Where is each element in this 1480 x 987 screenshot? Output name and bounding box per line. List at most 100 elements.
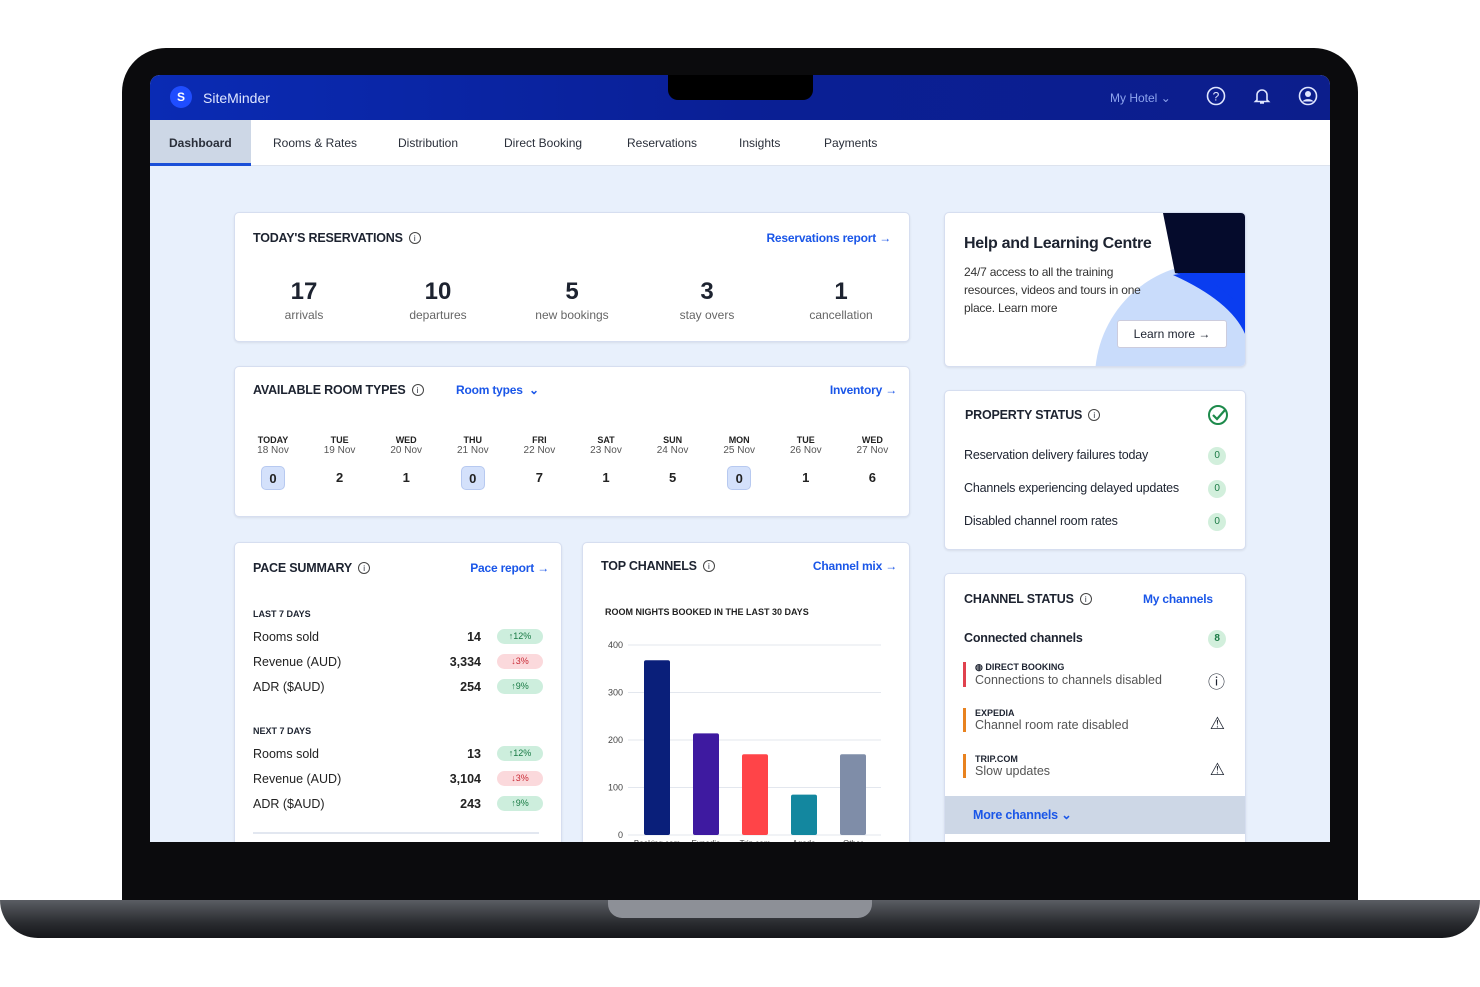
bar-expedia[interactable] xyxy=(693,733,719,835)
arrow-right-icon: → xyxy=(1198,327,1211,341)
user-icon[interactable] xyxy=(1297,86,1319,108)
tab-rooms-rates[interactable]: Rooms & Rates xyxy=(273,136,358,150)
tab-payments[interactable]: Payments xyxy=(824,136,878,150)
available-count[interactable]: 1 xyxy=(602,470,610,485)
info-icon[interactable]: i xyxy=(702,560,715,572)
day-date: 21 Nov xyxy=(456,445,489,456)
day-date: 26 Nov xyxy=(789,445,822,456)
change-value: 12% xyxy=(513,631,532,641)
change-value: 3% xyxy=(515,656,529,666)
stat-label: cancellation xyxy=(809,308,873,322)
day-name: TODAY xyxy=(257,435,289,445)
channel-name-row: ◍ DIRECT BOOKING xyxy=(975,662,1225,673)
top-channels-card: TOP CHANNELS i Channel mix → ROOM NIGHTS … xyxy=(582,542,910,842)
laptop-hinge xyxy=(608,900,872,918)
room-types-dropdown[interactable]: Room types ⌄ xyxy=(456,383,539,397)
day-column: THU 21 Nov 0 xyxy=(448,435,498,490)
available-count[interactable]: 6 xyxy=(868,470,876,485)
card-title: PACE SUMMARY i xyxy=(253,561,370,575)
hotel-name: My Hotel xyxy=(1110,91,1158,105)
help-title: Help and Learning Centre xyxy=(964,235,1152,252)
change-badge: ↓3% xyxy=(497,654,543,669)
warning-icon: ⚠ xyxy=(1209,760,1225,779)
bar-agoda[interactable] xyxy=(791,794,817,835)
x-tick-label: Other xyxy=(843,839,863,842)
available-count[interactable]: 7 xyxy=(535,470,543,485)
learn-more-button[interactable]: Learn more → xyxy=(1117,320,1227,348)
chevron-down-icon: ⌄ xyxy=(1160,91,1171,105)
bar-other[interactable] xyxy=(840,754,866,835)
bar-bookingcom[interactable] xyxy=(644,660,670,835)
y-tick-label: 300 xyxy=(608,688,623,698)
metric-value: 254 xyxy=(460,680,481,694)
channel-name-row: EXPEDIA xyxy=(975,708,1225,718)
metric-label: ADR ($AUD) xyxy=(253,797,325,811)
day-name: TUE xyxy=(330,435,349,445)
property-status-card: PROPERTY STATUS i Reservation delivery fa… xyxy=(944,390,1246,550)
channel-name: DIRECT BOOKING xyxy=(985,662,1065,672)
tab-reservations[interactable]: Reservations xyxy=(627,136,698,150)
my-channels-link[interactable]: My channels xyxy=(1143,592,1213,606)
available-count[interactable]: 5 xyxy=(668,470,677,485)
day-column: MON 25 Nov 0 xyxy=(714,435,764,490)
channel-status-item[interactable]: EXPEDIA Channel room rate disabled ⚠ xyxy=(963,708,1225,733)
tab-distribution[interactable]: Distribution xyxy=(398,136,459,150)
stat-label: arrivals xyxy=(284,308,324,322)
row-label: Reservation delivery failures today xyxy=(964,448,1149,462)
day-column: TUE 19 Nov 2 xyxy=(315,435,365,490)
info-icon[interactable]: i xyxy=(1079,593,1092,605)
y-tick-label: 400 xyxy=(608,640,623,650)
chevron-down-icon: ⌄ xyxy=(528,383,539,397)
brand-name: SiteMinder xyxy=(203,90,270,106)
info-icon[interactable]: i xyxy=(411,384,424,396)
pace-report-link[interactable]: Pace report → xyxy=(470,561,549,575)
y-tick-label: 100 xyxy=(608,783,623,793)
change-value: 12% xyxy=(513,748,532,758)
help-text: 24/7 access to all the training resource… xyxy=(964,265,1141,315)
channel-status-item[interactable]: TRIP.COM Slow updates ⚠ xyxy=(963,754,1225,779)
bar-tripcom[interactable] xyxy=(742,754,768,835)
available-count[interactable]: 0 xyxy=(727,466,752,490)
siteminder-logo[interactable]: S xyxy=(170,86,192,108)
x-tick-label: Agoda xyxy=(792,839,816,842)
help-icon[interactable]: ? xyxy=(1205,86,1227,108)
tab-insights[interactable]: Insights xyxy=(739,136,781,150)
pace-row: Revenue (AUD) 3,104 ↓3% xyxy=(253,771,543,786)
info-icon[interactable]: i xyxy=(1088,409,1101,421)
channel-mix-link[interactable]: Channel mix → xyxy=(813,559,897,573)
arrow-right-icon: → xyxy=(879,231,891,245)
channel-status-item[interactable]: ◍ DIRECT BOOKING Connections to channels … xyxy=(963,662,1225,692)
inventory-link[interactable]: Inventory → xyxy=(830,383,897,397)
available-room-types-card: AVAILABLE ROOM TYPES i Room types ⌄ Inven… xyxy=(234,366,910,517)
arrow-right-icon: → xyxy=(537,561,549,575)
hotel-selector[interactable]: My Hotel ⌄ xyxy=(1110,91,1171,105)
channel-issue: Connections to channels disabled xyxy=(975,673,1162,687)
available-count[interactable]: 0 xyxy=(460,466,485,490)
bell-icon[interactable] xyxy=(1251,86,1273,108)
direct-booking-icon: ◍ xyxy=(975,662,986,672)
title-text: PACE SUMMARY xyxy=(253,561,352,575)
x-tick-label: Booking.com xyxy=(634,839,681,842)
available-count[interactable]: 1 xyxy=(402,470,410,485)
available-count[interactable]: 1 xyxy=(802,470,810,485)
card-title: TOP CHANNELS i xyxy=(601,559,715,573)
stat-value: 3 xyxy=(700,278,714,305)
pace-row: Revenue (AUD) 3,334 ↓3% xyxy=(253,654,543,669)
stat-value: 17 xyxy=(290,278,318,305)
reservations-report-link[interactable]: Reservations report → xyxy=(766,231,891,245)
tab-dashboard[interactable]: Dashboard xyxy=(150,120,251,166)
info-icon[interactable]: i xyxy=(358,562,370,574)
link-text: Reservations report xyxy=(766,231,877,245)
available-count[interactable]: 2 xyxy=(335,470,344,485)
day-date: 22 Nov xyxy=(523,445,556,456)
info-icon[interactable]: i xyxy=(408,232,421,244)
metric-value: 3,104 xyxy=(449,772,481,786)
tab-direct-booking[interactable]: Direct Booking xyxy=(504,136,583,150)
stat-label: departures xyxy=(409,308,467,322)
card-title: AVAILABLE ROOM TYPES i xyxy=(253,383,424,397)
available-count[interactable]: 0 xyxy=(261,466,285,490)
channel-name: TRIP.COM xyxy=(975,754,1018,764)
arrow-up-icon: ↑ xyxy=(511,798,516,808)
metric-value: 14 xyxy=(467,630,481,644)
more-channels-button[interactable]: More channels ⌄ xyxy=(945,796,1245,834)
